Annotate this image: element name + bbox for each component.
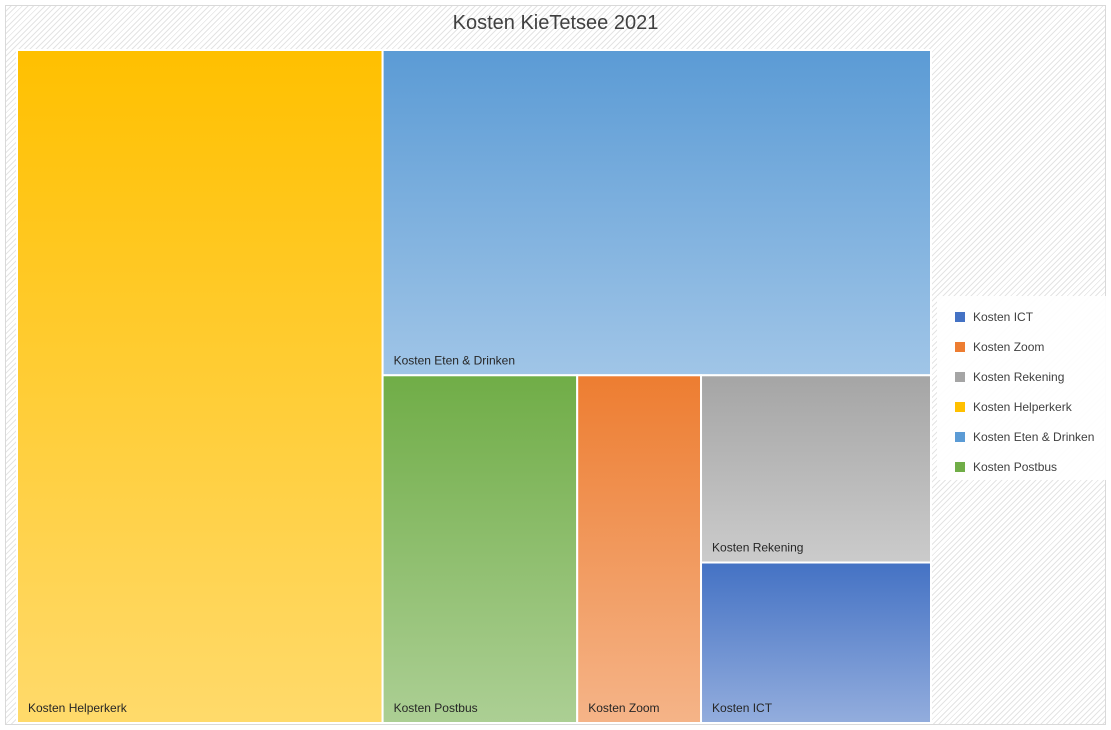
legend-swatch bbox=[955, 342, 965, 352]
legend-label: Kosten Rekening bbox=[973, 370, 1065, 384]
legend-label: Kosten Helperkerk bbox=[973, 400, 1072, 414]
legend-label: Kosten ICT bbox=[973, 310, 1034, 324]
legend-swatch bbox=[955, 372, 965, 382]
legend-swatch bbox=[955, 462, 965, 472]
tile-label-kosten-helperkerk: Kosten Helperkerk bbox=[28, 701, 128, 715]
treemap-tile-kosten-ict bbox=[700, 561, 933, 724]
legend-item-kosten-eten-en-drinken: Kosten Eten & Drinken bbox=[937, 422, 1111, 452]
legend-item-kosten-postbus: Kosten Postbus bbox=[937, 452, 1111, 482]
legend-item-kosten-zoom: Kosten Zoom bbox=[937, 332, 1111, 362]
legend-label: Kosten Zoom bbox=[973, 340, 1045, 354]
legend-item-kosten-rekening: Kosten Rekening bbox=[937, 362, 1111, 392]
chart-title: Kosten KieTetsee 2021 bbox=[452, 12, 659, 34]
treemap-tile-kosten-helperkerk bbox=[16, 49, 384, 724]
legend-swatch bbox=[955, 432, 965, 442]
legend-item-kosten-helperkerk: Kosten Helperkerk bbox=[937, 392, 1111, 422]
treemap-tile-kosten-zoom bbox=[576, 374, 703, 724]
treemap-tile-kosten-eten-en-drinken bbox=[381, 49, 933, 377]
tile-label-kosten-postbus: Kosten Postbus bbox=[394, 701, 478, 715]
legend-label: Kosten Eten & Drinken bbox=[973, 430, 1095, 444]
legend-item-kosten-ict: Kosten ICT bbox=[937, 302, 1111, 332]
legend: Kosten ICT Kosten Zoom Kosten Rekening Kost… bbox=[937, 296, 1111, 480]
tile-label-kosten-ict: Kosten ICT bbox=[712, 701, 773, 715]
legend-swatch bbox=[955, 402, 965, 412]
tile-label-kosten-rekening: Kosten Rekening bbox=[712, 541, 803, 555]
tile-label-kosten-eten-en-drinken: Kosten Eten & Drinken bbox=[394, 353, 515, 367]
treemap-tile-kosten-rekening bbox=[700, 374, 933, 564]
legend-swatch bbox=[955, 312, 965, 322]
legend-label: Kosten Postbus bbox=[973, 460, 1058, 474]
tile-label-kosten-zoom: Kosten Zoom bbox=[588, 701, 659, 715]
treemap-tile-kosten-postbus bbox=[381, 374, 579, 724]
